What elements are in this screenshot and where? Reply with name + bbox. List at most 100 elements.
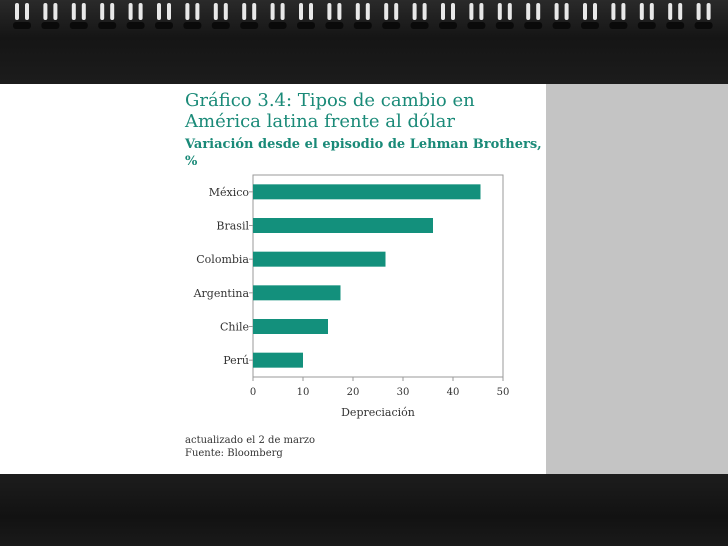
- category-label: Argentina: [193, 287, 250, 300]
- chart-card: Gráfico 3.4: Tipos de cambio en América …: [175, 84, 546, 474]
- binder-ring: [309, 3, 313, 20]
- binder-ring: [81, 3, 86, 20]
- binder-ring: [526, 3, 531, 20]
- binder-hole: [382, 22, 401, 29]
- binder-ring: [621, 3, 626, 20]
- x-tick-label: 50: [497, 387, 510, 398]
- binder-bottom-band: [0, 474, 728, 546]
- binder-hole: [211, 22, 230, 29]
- binder-ring: [412, 3, 417, 20]
- binder-ring: [649, 3, 654, 20]
- bar: [253, 218, 433, 233]
- x-tick-label: 0: [250, 387, 256, 398]
- binder-ring: [678, 3, 683, 20]
- binder-ring: [213, 3, 218, 20]
- binder-hole: [694, 22, 713, 29]
- binder-ring: [696, 3, 701, 20]
- binder-ring: [43, 3, 48, 20]
- binder-ring: [394, 3, 399, 20]
- binder-hole: [581, 22, 599, 29]
- binder-ring: [138, 3, 143, 20]
- category-label: Brasil: [216, 220, 249, 233]
- binder-hole: [126, 22, 145, 29]
- binder-ring: [497, 3, 502, 20]
- binder-hole: [552, 22, 571, 29]
- bar: [253, 319, 328, 334]
- binder-ring: [355, 3, 360, 20]
- x-tick-label: 30: [397, 387, 410, 398]
- binder-ring: [384, 3, 389, 20]
- binder-ring: [706, 3, 711, 20]
- binder-ring: [185, 3, 190, 20]
- binder-ring: [242, 3, 247, 20]
- category-label: Colombia: [196, 253, 249, 266]
- category-label: México: [209, 186, 250, 199]
- binder-ring: [507, 3, 512, 20]
- binder-hole: [524, 22, 543, 29]
- binder-ring: [195, 3, 200, 20]
- binder-hole: [297, 22, 315, 29]
- binder-ring: [223, 3, 228, 20]
- binder-hole: [13, 22, 31, 29]
- chart-subtitle: Variación desde el episodio de Lehman Br…: [185, 137, 542, 169]
- binder-ring: [422, 3, 427, 20]
- binder-ring: [583, 3, 587, 20]
- side-panel: [546, 84, 728, 474]
- binder-ring: [71, 3, 76, 20]
- category-label: Chile: [220, 321, 249, 334]
- bar: [253, 285, 341, 301]
- binder-ring: [365, 3, 370, 20]
- binder-ring: [100, 3, 105, 20]
- binder-ring: [451, 3, 455, 20]
- binder-ring: [479, 3, 484, 20]
- binder-ring: [110, 3, 115, 20]
- binder-hole: [325, 22, 344, 29]
- binder-hole: [353, 22, 372, 29]
- binder-ring: [299, 3, 303, 20]
- binder-hole: [268, 22, 287, 29]
- binder-hole: [439, 22, 457, 29]
- x-axis-label: Depreciación: [341, 406, 415, 419]
- binder-hole: [666, 22, 685, 29]
- binder-ring: [15, 3, 19, 20]
- bar: [253, 184, 481, 200]
- source-note: Fuente: Bloomberg: [185, 448, 283, 459]
- binder-ring: [668, 3, 673, 20]
- binder-hole: [240, 22, 259, 29]
- x-tick-label: 40: [447, 387, 460, 398]
- binder-ring: [337, 3, 342, 20]
- binder-hole: [183, 22, 202, 29]
- update-note: actualizado el 2 de marzo: [185, 435, 316, 446]
- binder-ring: [53, 3, 58, 20]
- x-tick-label: 10: [297, 387, 310, 398]
- x-tick-label: 20: [347, 387, 360, 398]
- binder-rings: [13, 3, 713, 29]
- binder-hole: [467, 22, 486, 29]
- binder-ring: [280, 3, 285, 20]
- binder-hole: [637, 22, 656, 29]
- bar: [253, 352, 303, 368]
- category-label: Perú: [223, 354, 249, 367]
- binder-ring: [327, 3, 332, 20]
- binder-ring: [167, 3, 171, 20]
- plot-frame: [252, 174, 504, 378]
- binder-hole: [609, 22, 628, 29]
- binder-ring: [554, 3, 559, 20]
- binder-ring: [564, 3, 569, 20]
- binder-ring: [611, 3, 616, 20]
- binder-top-band: [0, 0, 728, 84]
- binder-hole: [410, 22, 429, 29]
- binder-hole: [155, 22, 173, 29]
- binder-ring: [157, 3, 161, 20]
- binder-ring: [536, 3, 541, 20]
- binder-ring: [252, 3, 257, 20]
- binder-ring: [441, 3, 445, 20]
- bar: [253, 251, 386, 267]
- binder-hole: [495, 22, 514, 29]
- binder-hole: [41, 22, 60, 29]
- binder-hole: [69, 22, 88, 29]
- binder-ring: [128, 3, 133, 20]
- binder-ring: [25, 3, 29, 20]
- binder-ring: [639, 3, 644, 20]
- binder-ring: [469, 3, 474, 20]
